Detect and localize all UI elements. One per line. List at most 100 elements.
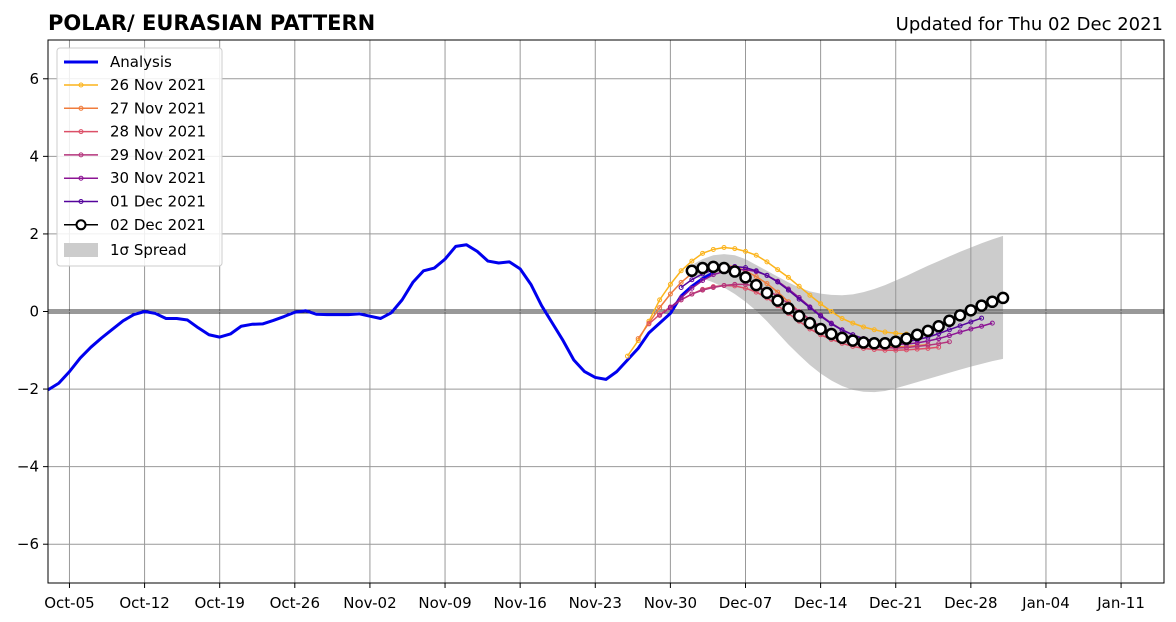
forecast-point [932, 319, 945, 333]
x-tick-label: Nov-23 [569, 594, 622, 612]
legend-forecast-label: 01 Dec 2021 [110, 193, 206, 211]
forecast-point [721, 245, 727, 251]
forecast-point [814, 322, 827, 336]
forecast-point [900, 332, 913, 345]
forecast-point [850, 320, 856, 326]
forecast-point [878, 337, 892, 350]
y-tick-label: 2 [29, 225, 39, 243]
series-layer [47, 243, 1010, 392]
forecast-point [807, 305, 813, 311]
forecast-point [775, 267, 781, 273]
plot-frame [47, 39, 1165, 584]
forecast-point [764, 259, 770, 265]
x-tick-label: Jan-04 [1021, 594, 1070, 612]
x-tick-label: Nov-09 [418, 594, 471, 612]
forecast-point [678, 284, 684, 290]
forecast-point [667, 291, 673, 297]
forecast-point [760, 286, 774, 300]
forecast-point [846, 334, 860, 347]
y-tick-label: −6 [17, 535, 39, 553]
forecast-point [857, 336, 870, 349]
legend-spread-label: 1σ Spread [110, 241, 187, 259]
forecast-point [743, 265, 748, 271]
forecast-point [732, 281, 738, 287]
x-tick-label: Dec-28 [944, 594, 998, 612]
axes-layer: Oct-05 Oct-12 Oct-19 Oct-26 Nov-02 Nov-09 Nov-… [17, 39, 1165, 612]
forecast-point [893, 330, 899, 336]
spread-band [691, 235, 1004, 393]
forecast-point [753, 274, 759, 280]
x-tick-label: Oct-12 [119, 594, 169, 612]
forecast-point [968, 326, 974, 332]
x-tick-label: Oct-26 [270, 594, 320, 612]
forecast-series-line [626, 246, 907, 357]
forecast-point [667, 281, 673, 287]
forecast-point [782, 302, 795, 315]
forecast-point [689, 258, 695, 264]
forecast-point [717, 261, 731, 275]
forecast-point [871, 327, 877, 333]
y-tick-label: −4 [17, 458, 39, 476]
forecast-point [957, 329, 963, 335]
forecast-point [925, 345, 931, 351]
legend: Analysis 26 Nov 2021 27 Nov 2021 28 Nov 202… [56, 47, 223, 267]
forecast-point [825, 327, 838, 341]
y-tick-label: 6 [29, 70, 39, 88]
forecast-point [728, 265, 742, 278]
forecast-point [764, 272, 770, 278]
forecast-point [678, 279, 684, 285]
forecast-point [739, 271, 752, 284]
y-tick-label: 4 [29, 147, 39, 165]
spread-band-layer [691, 235, 1004, 393]
forecast-point [764, 281, 770, 287]
forecast-point [936, 336, 942, 342]
forecast-point [957, 323, 963, 329]
forecast-point [946, 333, 952, 339]
legend-spread-swatch [64, 243, 98, 257]
x-tick-label: Dec-14 [794, 594, 848, 612]
forecast-point [953, 309, 967, 322]
x-tick-label: Oct-19 [194, 594, 244, 612]
forecast-point [903, 345, 909, 351]
forecast-point [979, 315, 985, 321]
legend-forecast-label: 28 Nov 2021 [110, 123, 206, 141]
forecast-point [979, 323, 985, 329]
forecast-point [828, 321, 834, 327]
forecast-point [657, 297, 663, 303]
forecast-point [700, 277, 706, 283]
forecast-point [753, 268, 759, 274]
forecast-point [889, 335, 902, 349]
forecast-point [635, 336, 641, 342]
forecast-point [828, 309, 834, 314]
forecast-point [657, 305, 663, 311]
forecast-point [678, 295, 684, 301]
forecast-point [743, 248, 748, 254]
x-tick-label: Nov-30 [644, 594, 697, 612]
x-tick-label: Nov-02 [343, 594, 396, 612]
forecast-point [839, 315, 845, 321]
x-tick-label: Jan-11 [1096, 594, 1145, 612]
forecast-point [785, 274, 791, 280]
forecast-point [667, 305, 673, 311]
legend-forecast-marker [78, 105, 84, 111]
forecast-point [771, 294, 784, 307]
analysis-series [47, 243, 715, 392]
forecast-point [996, 291, 1010, 305]
forecast-point [943, 314, 956, 328]
forecast-point [689, 277, 695, 283]
forecast-point [710, 246, 716, 252]
legend-forecast-marker [75, 219, 87, 231]
forecast-point [657, 312, 663, 318]
forecast-point [775, 279, 781, 285]
forecast-point [807, 292, 813, 298]
forecast-point [946, 327, 952, 333]
legend-forecast-label: 29 Nov 2021 [110, 146, 206, 164]
x-tick-label: Dec-21 [869, 594, 923, 612]
forecast-point [818, 313, 824, 319]
forecast-point [796, 283, 802, 289]
forecast-point [707, 260, 720, 274]
legend-box [56, 47, 223, 267]
legend-forecast-marker [78, 199, 84, 204]
forecast-point [861, 324, 867, 330]
